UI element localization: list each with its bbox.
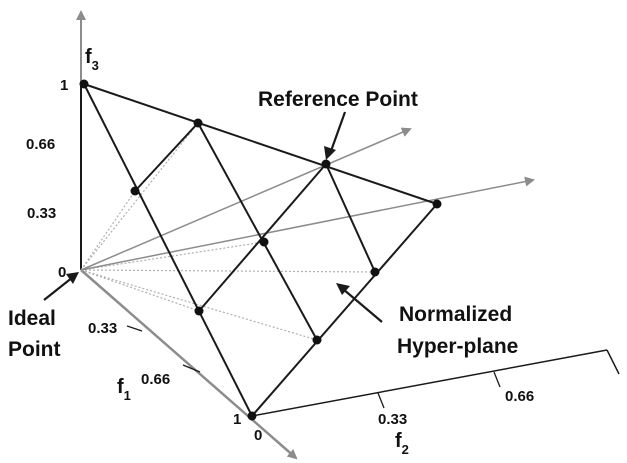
f1-tick-label: 0.33 <box>88 320 117 337</box>
f1-axis <box>80 269 298 460</box>
f2-tick <box>493 371 501 388</box>
f2-axis <box>251 349 608 417</box>
point <box>130 186 140 196</box>
dotted-ray <box>80 269 318 341</box>
lattice-points <box>79 79 442 421</box>
lattice-edge <box>251 203 438 417</box>
lattice-edge <box>198 163 327 312</box>
callout-arrows <box>43 111 383 323</box>
axes <box>76 10 620 460</box>
dotted-ray <box>80 241 265 271</box>
f2-axis-end <box>606 349 620 375</box>
f3-letter: f <box>85 46 92 68</box>
f1-axis-label: f1 <box>117 376 131 403</box>
dotted-ray <box>80 122 199 271</box>
point <box>432 199 442 209</box>
reference-point-label: Reference Point <box>258 88 418 111</box>
f3-tick-label: 0.33 <box>27 205 56 222</box>
f1-letter: f <box>117 376 124 398</box>
f3-axis-label: f3 <box>85 46 99 73</box>
point <box>370 267 380 277</box>
hyperplane-lattice <box>83 83 438 417</box>
ideal-point-arrow <box>43 276 74 301</box>
reference-point-arrowhead <box>324 146 336 160</box>
lattice-edge <box>197 122 318 341</box>
lattice-edge <box>325 163 376 273</box>
point <box>312 335 322 345</box>
point <box>259 237 269 247</box>
dotted-rays <box>80 122 376 341</box>
lattice-edge <box>134 122 199 192</box>
f1-tick <box>182 364 201 373</box>
solid-rays <box>80 127 535 271</box>
f2-subscript: 2 <box>402 442 409 457</box>
f2-tick <box>377 392 385 409</box>
point <box>247 411 257 421</box>
ray-to-reference-point <box>80 127 412 271</box>
f3-tick-label: 0 <box>58 264 66 281</box>
f3-tick-label: 0.66 <box>26 136 55 153</box>
axis-ticks <box>126 325 501 409</box>
f2-tick-label: 0.33 <box>378 411 407 428</box>
f3-subscript: 3 <box>92 58 99 73</box>
f3-tick-label: 1 <box>60 77 68 94</box>
point <box>194 306 204 316</box>
f2-tick-label: 0 <box>254 427 262 444</box>
point <box>79 79 89 89</box>
f2-tick-label: 0.66 <box>505 388 534 405</box>
hyperplane-arrow <box>342 288 383 323</box>
f2-letter: f <box>395 430 402 452</box>
hyperplane-label-line2: Hyper-plane <box>397 335 518 358</box>
f2-axis-label: f2 <box>395 430 409 457</box>
lattice-edge <box>83 83 253 417</box>
reference-point-arrow <box>329 111 347 152</box>
f1-tick-label: 0.66 <box>141 371 170 388</box>
f1-tick <box>126 325 143 332</box>
f1-subscript: 1 <box>124 388 131 403</box>
hyperplane-arrowhead <box>336 283 350 295</box>
ideal-point-arrowhead <box>66 272 79 284</box>
ray-through-corner <box>80 176 535 271</box>
hyperplane-label-line1: Normalized <box>399 303 512 326</box>
reference-point <box>321 159 331 169</box>
dotted-ray <box>80 269 376 273</box>
ideal-point-label-line2: Point <box>8 338 61 361</box>
lattice-edge <box>83 83 438 205</box>
point <box>193 118 203 128</box>
ideal-point-label-line1: Ideal <box>8 307 56 330</box>
dotted-ray <box>80 269 200 312</box>
f1-tick-label: 1 <box>233 411 241 428</box>
